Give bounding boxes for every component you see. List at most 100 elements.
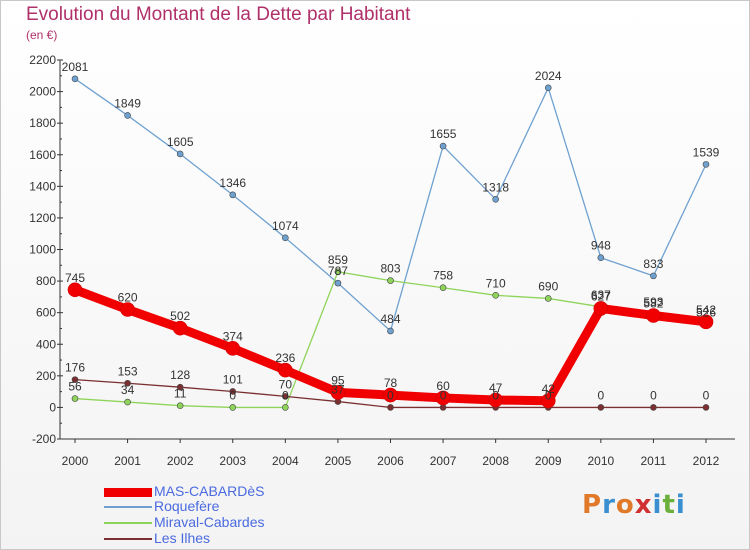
data-label: 47 (489, 381, 503, 395)
data-label: 593 (643, 295, 663, 309)
data-point (334, 279, 342, 287)
data-point (124, 398, 131, 406)
y-tick-label: 1800 (29, 116, 56, 130)
logo-letter: t (662, 490, 676, 520)
data-label: 859 (328, 253, 348, 267)
data-label: 1318 (482, 180, 509, 194)
data-point (282, 393, 289, 400)
data-label: 0 (650, 388, 657, 402)
data-point (698, 314, 714, 330)
logo-letter: o (615, 490, 635, 520)
data-point (172, 320, 188, 336)
data-point (439, 404, 447, 411)
data-label: 710 (486, 276, 506, 290)
data-label: 70 (279, 377, 293, 391)
y-tick-label: -200 (32, 432, 56, 446)
data-label: 803 (380, 262, 400, 276)
data-label: 34 (121, 383, 135, 397)
data-label: 526 (696, 305, 716, 319)
data-label: 56 (68, 380, 82, 394)
data-label: 787 (328, 264, 348, 278)
data-point (544, 84, 552, 92)
data-label: 745 (65, 271, 85, 285)
data-point (435, 390, 451, 406)
x-tick-label: 2000 (62, 454, 89, 468)
data-label: 2024 (535, 69, 562, 83)
data-label: 0 (387, 388, 394, 402)
data-label: 128 (170, 368, 190, 382)
data-label: 1655 (430, 127, 457, 141)
data-point (646, 308, 661, 323)
logo-letter: x (634, 490, 653, 520)
data-point (383, 387, 398, 403)
data-point (282, 234, 289, 242)
data-label: 2081 (62, 60, 89, 74)
x-tick-label: 2009 (535, 454, 562, 468)
data-label: 690 (538, 279, 558, 293)
data-label: 1849 (114, 96, 141, 110)
data-point (492, 195, 499, 203)
data-label: 78 (384, 376, 398, 390)
data-label: 502 (170, 309, 190, 323)
data-point (282, 404, 289, 411)
y-tick-label: 0 (49, 400, 56, 414)
data-label: 0 (282, 388, 289, 402)
y-tick-label: 200 (36, 369, 56, 383)
data-point (597, 254, 605, 262)
x-tick-label: 2001 (114, 454, 141, 468)
data-point (229, 191, 237, 199)
data-point (597, 404, 605, 411)
y-tick-label: 1200 (29, 211, 56, 225)
x-tick-label: 2011 (641, 454, 667, 468)
data-label: 0 (703, 388, 710, 402)
data-point (124, 379, 131, 387)
data-label: 0 (229, 388, 236, 402)
legend-swatch (104, 538, 152, 540)
data-point (439, 284, 447, 292)
data-point (492, 291, 499, 299)
data-label: 542 (696, 303, 716, 317)
data-point (387, 277, 394, 284)
logo-letter: P (582, 490, 603, 520)
data-label: 1346 (219, 176, 246, 190)
data-point (650, 272, 657, 280)
data-point (544, 295, 552, 302)
data-label: 374 (223, 329, 243, 343)
data-point (593, 301, 609, 316)
data-point (124, 112, 131, 119)
data-label: 95 (331, 373, 345, 387)
data-label: 176 (65, 361, 85, 375)
data-label: 1074 (272, 219, 299, 233)
legend-swatch (104, 487, 152, 497)
data-label: 0 (492, 388, 499, 402)
data-point (387, 404, 394, 411)
x-tick-label: 2004 (272, 454, 299, 468)
chart-title: Evolution du Montant de la Dette par Hab… (26, 4, 411, 25)
y-tick-label: 2000 (29, 85, 56, 99)
x-tick-label: 2007 (430, 454, 457, 468)
legend-label: Les Ilhes (154, 530, 211, 546)
data-point (176, 383, 184, 391)
data-point (176, 402, 184, 409)
data-label: 948 (591, 239, 611, 253)
logo-letter: i (652, 490, 663, 520)
data-point (120, 302, 135, 317)
data-point (71, 395, 79, 402)
data-label: 1539 (693, 145, 720, 159)
data-label: 620 (118, 291, 138, 305)
y-tick-label: 2200 (29, 53, 56, 67)
data-point (488, 392, 503, 408)
y-tick-label: 1000 (29, 243, 56, 257)
data-label: 101 (223, 372, 243, 386)
logo-letter: r (602, 490, 616, 520)
legend-swatch (104, 522, 152, 524)
data-label: 637 (591, 288, 611, 302)
legend-label: MAS-CABARDèS (154, 483, 265, 499)
data-point (540, 393, 556, 409)
data-label: 60 (436, 379, 450, 393)
data-label: 0 (440, 388, 447, 402)
data-point (71, 376, 79, 383)
data-point (650, 404, 657, 411)
y-tick-label: 1400 (29, 179, 56, 193)
